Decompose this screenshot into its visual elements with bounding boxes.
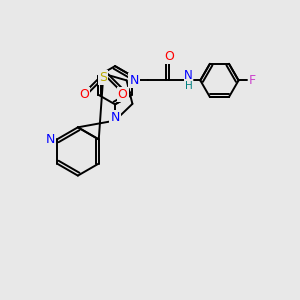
Text: O: O <box>164 50 174 63</box>
Text: N: N <box>129 74 139 87</box>
Text: N: N <box>110 111 120 124</box>
Text: F: F <box>249 74 256 87</box>
Text: N: N <box>184 69 193 82</box>
Text: H: H <box>184 81 192 91</box>
Text: N: N <box>46 133 55 146</box>
Text: S: S <box>99 71 107 84</box>
Text: O: O <box>79 88 89 101</box>
Text: O: O <box>118 88 128 101</box>
